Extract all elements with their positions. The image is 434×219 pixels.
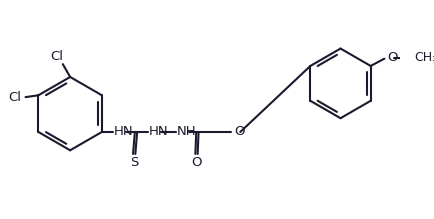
Text: S: S — [129, 156, 138, 169]
Text: HN: HN — [114, 125, 133, 138]
Text: NH: NH — [177, 125, 196, 138]
Text: O: O — [191, 156, 201, 169]
Text: CH₃: CH₃ — [413, 51, 434, 64]
Text: Cl: Cl — [8, 91, 21, 104]
Text: Cl: Cl — [50, 50, 63, 63]
Text: HN: HN — [148, 125, 168, 138]
Text: O: O — [386, 51, 397, 64]
Text: O: O — [233, 125, 244, 138]
